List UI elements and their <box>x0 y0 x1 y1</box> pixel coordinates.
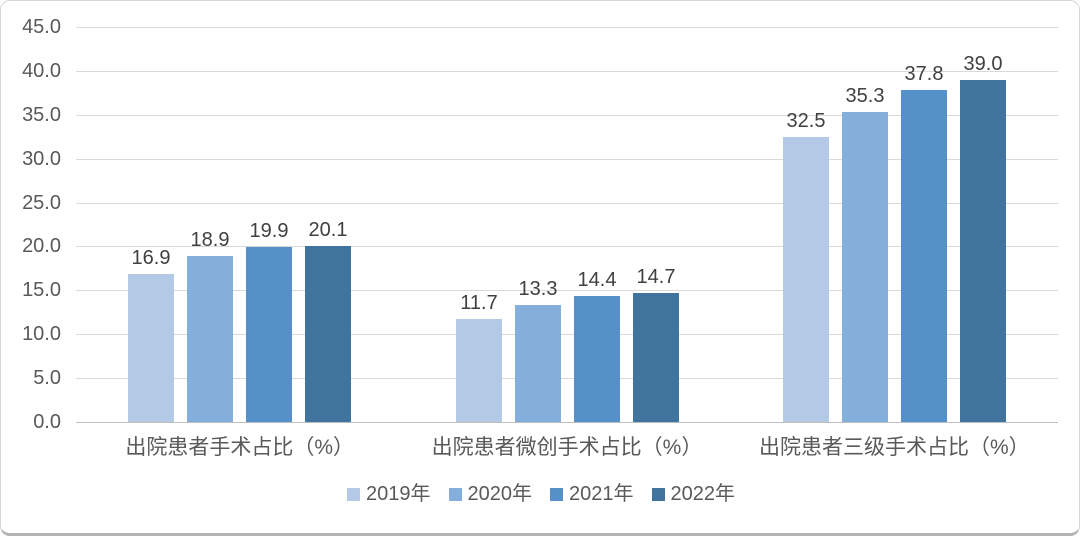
gridline <box>76 71 1058 72</box>
bar-value-label: 11.7 <box>460 292 498 314</box>
bar-value-label: 32.5 <box>786 110 826 132</box>
legend-swatch-icon <box>448 487 462 501</box>
y-tick-label: 10.0 <box>22 323 61 345</box>
plot-area: 16.9 18.9 19.9 20.1 11.7 13.3 14.4 14.7 32.5 35.3… <box>76 27 1058 423</box>
bar <box>456 319 502 422</box>
legend-item: 2019年 <box>347 484 431 504</box>
y-tick-label: 0.0 <box>33 411 61 433</box>
y-tick-label: 25.0 <box>22 192 61 214</box>
bar-value-label: 13.3 <box>518 278 558 300</box>
bar-value-label: 20.1 <box>308 219 348 241</box>
y-tick-label: 15.0 <box>22 279 61 301</box>
bar-value-label: 35.3 <box>845 85 885 107</box>
bar-value-label: 14.7 <box>636 266 676 288</box>
y-tick-label: 40.0 <box>22 60 61 82</box>
category-label: 出院患者微创手术占比（%） <box>431 436 703 459</box>
bar <box>842 112 888 422</box>
category-label: 出院患者三级手术占比（%） <box>758 436 1030 459</box>
gridline <box>76 378 1058 379</box>
legend-swatch-icon <box>651 487 665 501</box>
bar <box>960 80 1006 422</box>
y-tick-label: 45.0 <box>22 16 61 38</box>
legend-label: 2019年 <box>366 483 431 505</box>
bar <box>574 296 620 422</box>
bar <box>305 246 351 422</box>
legend-swatch-icon <box>347 487 360 501</box>
category-label: 出院患者手术占比（%） <box>125 436 354 459</box>
gridline <box>76 246 1058 247</box>
bar-value-label: 18.9 <box>190 229 230 251</box>
y-tick-label: 35.0 <box>22 104 61 126</box>
gridline <box>76 159 1058 160</box>
legend-label: 2021年 <box>569 483 634 505</box>
gridline <box>76 203 1058 204</box>
bar-value-label: 16.9 <box>131 247 171 269</box>
bar <box>515 305 561 422</box>
bar <box>633 293 679 422</box>
y-tick-label: 20.0 <box>22 235 61 257</box>
bar <box>783 137 829 422</box>
gridline <box>76 27 1058 28</box>
bar-value-label: 39.0 <box>963 53 1003 75</box>
legend-item: 2022年 <box>651 483 736 505</box>
gridline <box>76 290 1058 291</box>
bar-value-label: 19.9 <box>249 220 289 242</box>
x-axis: 出院患者手术占比（%） 出院患者微创手术占比（%） 出院患者三级手术占比（%） <box>76 434 1058 464</box>
y-tick-label: 5.0 <box>33 367 61 389</box>
x-axis-line <box>76 422 1058 423</box>
bar <box>128 274 174 422</box>
bar <box>246 247 292 422</box>
bar <box>187 256 233 422</box>
legend: 2019年 2020年 2021年 2022年 <box>1 483 1079 505</box>
gridline <box>76 115 1058 116</box>
bar-value-label: 14.4 <box>577 269 617 291</box>
bar-value-label: 37.8 <box>904 63 944 85</box>
legend-item: 2020年 <box>448 483 533 505</box>
legend-label: 2022年 <box>670 483 736 505</box>
y-axis: 0.0 5.0 10.0 15.0 20.0 25.0 30.0 35.0 40.0 45.0 <box>1 17 61 432</box>
legend-swatch-icon <box>550 487 563 501</box>
legend-item: 2021年 <box>550 484 634 504</box>
gridline <box>76 334 1058 335</box>
y-tick-label: 30.0 <box>22 148 61 170</box>
bar <box>901 90 947 422</box>
legend-label: 2020年 <box>467 483 533 505</box>
